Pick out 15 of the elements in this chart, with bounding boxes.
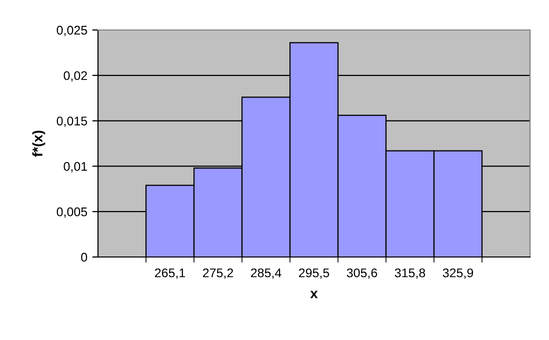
y-tick-label: 0,005 (56, 207, 88, 218)
x-tick-label: 285,4 (250, 268, 282, 279)
x-tick-label: 275,2 (202, 268, 234, 279)
y-tick-label: 0,02 (64, 71, 87, 82)
x-tick-label: 295,5 (298, 268, 330, 279)
x-tick-label: 325,9 (442, 268, 474, 279)
y-tick-label: 0,015 (56, 116, 88, 127)
y-tick-label: 0 (81, 252, 88, 262)
x-tick-label: 265,1 (154, 268, 186, 279)
x-tick-label: 315,8 (394, 268, 426, 279)
x-axis-title: x (310, 290, 318, 298)
y-axis-title: f*(x) (32, 130, 46, 157)
y-tick-label: 0,025 (56, 26, 88, 36)
y-tick-label: 0,01 (64, 162, 87, 172)
x-tick-label: 305,6 (346, 268, 378, 279)
